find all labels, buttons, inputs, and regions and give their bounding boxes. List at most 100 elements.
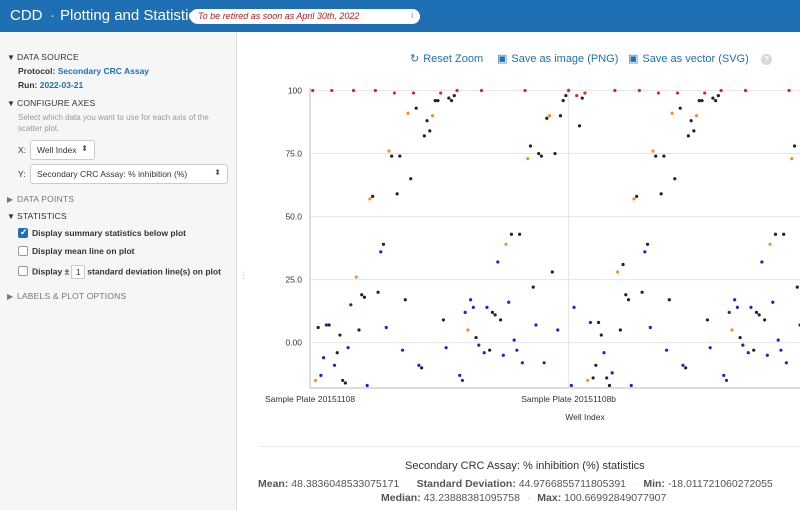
summary-stats-option[interactable]: Display summary statistics below plot: [18, 227, 186, 239]
x-axis-label: X:: [18, 145, 27, 155]
top-bar: CDD · Plotting and Statistics To be reti…: [0, 0, 800, 32]
median-label: Median:: [381, 492, 421, 504]
expanded-triangle-icon: ▼: [7, 212, 16, 221]
app-brand[interactable]: CDD: [10, 7, 43, 24]
data-point: [564, 93, 568, 98]
data-point: [403, 298, 407, 302]
summary-stats-checkbox[interactable]: [18, 227, 28, 238]
data-point: [528, 144, 533, 148]
run-link[interactable]: 2022-03-21: [39, 80, 84, 90]
data-point: [488, 348, 492, 352]
data-point: [784, 361, 788, 365]
section-configure-axes[interactable]: ▼ CONFIGURE AXES: [7, 98, 95, 108]
expanded-triangle-icon: ▼: [7, 53, 16, 62]
data-point: [675, 91, 680, 95]
y-tick-label: 0.00: [285, 338, 302, 348]
data-point: [436, 99, 440, 103]
data-point: [341, 378, 345, 383]
x-axis-title: Well Index: [565, 412, 605, 422]
sd-lines-checkbox[interactable]: [18, 266, 28, 276]
data-point: [689, 119, 693, 123]
data-point: [526, 156, 530, 161]
data-point: [515, 348, 519, 352]
data-point: [787, 88, 791, 93]
section-configure-axes-label: CONFIGURE AXES: [17, 98, 96, 108]
data-point: [351, 88, 356, 93]
reset-zoom-button[interactable]: ↻ Reset Zoom: [410, 52, 483, 65]
data-point: [539, 154, 543, 158]
data-point: [537, 151, 541, 156]
data-point: [490, 310, 494, 314]
data-point: [469, 298, 473, 302]
data-point: [362, 295, 367, 299]
data-point: [477, 343, 481, 347]
data-point: [684, 366, 688, 370]
info-icon[interactable]: i: [411, 11, 413, 20]
data-point: [458, 373, 462, 377]
data-point: [749, 305, 753, 309]
data-point: [346, 346, 350, 350]
stats-row-1: Mean: 48.3836048533075171 · Standard Dev…: [258, 478, 773, 490]
y-tick-label: 50.0: [285, 212, 302, 222]
data-point: [591, 376, 595, 380]
data-point: [768, 242, 772, 246]
data-point: [332, 363, 337, 367]
section-data-points[interactable]: ▶ DATA POINTS: [7, 194, 74, 204]
reset-zoom-label: Reset Zoom: [423, 53, 484, 65]
stats-separator: ·: [632, 478, 637, 490]
sd-lines-option[interactable]: Display ±1 standard deviation line(s) on …: [18, 265, 221, 279]
section-data-source[interactable]: ▼ DATA SOURCE: [7, 52, 79, 62]
section-labels-plot-options-label: LABELS & PLOT OPTIONS: [17, 291, 127, 301]
x-tick-label: Sample Plate 20151108b: [521, 394, 616, 404]
data-point: [714, 99, 718, 103]
data-point: [439, 91, 443, 95]
data-point: [441, 318, 445, 322]
data-point: [338, 333, 342, 337]
mean-label: Mean:: [258, 478, 289, 490]
stats-row-2: Median: 43.23888381095758 · Max: 100.669…: [381, 492, 666, 504]
data-point: [569, 383, 573, 388]
resize-grip-icon[interactable]: ⋮: [239, 270, 248, 280]
retirement-notice: To be retired as soon as April 30th, 202…: [190, 9, 420, 24]
y-axis-select[interactable]: Secondary CRC Assay: % inhibition (%) ⬍: [30, 164, 228, 184]
data-point: [392, 91, 396, 95]
data-point: [605, 376, 609, 380]
data-point: [610, 371, 614, 375]
data-point: [482, 351, 486, 355]
data-point: [645, 242, 650, 246]
data-point: [335, 351, 339, 355]
median-value: 43.23888381095758: [423, 492, 520, 504]
data-point: [430, 114, 435, 118]
data-point: [681, 363, 685, 367]
mean-line-checkbox[interactable]: [18, 245, 28, 256]
section-labels-plot-options[interactable]: ▶ LABELS & PLOT OPTIONS: [7, 291, 126, 301]
data-point: [313, 378, 318, 383]
mean-line-option[interactable]: Display mean line on plot: [18, 245, 135, 257]
data-point: [553, 151, 557, 156]
data-point: [577, 124, 582, 128]
data-point: [697, 99, 701, 103]
data-point: [771, 300, 775, 304]
data-point: [512, 338, 516, 342]
data-point: [621, 262, 625, 267]
protocol-link[interactable]: Secondary CRC Assay: [57, 66, 150, 76]
data-point: [733, 298, 737, 302]
x-axis-select[interactable]: Well Index ⬍: [30, 140, 95, 160]
mean-line-label: Display mean line on plot: [32, 246, 135, 256]
data-point: [765, 353, 769, 357]
section-statistics[interactable]: ▼ STATISTICS: [7, 211, 67, 221]
data-point: [365, 383, 369, 388]
scatter-plot[interactable]: 100 75.0 50.0 25.0 0.00 Sample Plate 20151108…: [255, 80, 800, 430]
data-point: [542, 361, 546, 365]
data-point: [711, 96, 715, 100]
data-point: [471, 305, 475, 309]
data-point: [545, 116, 549, 120]
sd-count-input[interactable]: 1: [71, 265, 86, 279]
help-icon[interactable]: ?: [761, 54, 772, 65]
data-point: [716, 93, 720, 98]
data-point: [390, 154, 394, 158]
save-png-button[interactable]: ▣ Save as image (PNG): [497, 52, 618, 65]
select-updown-icon: ⬍: [81, 144, 88, 153]
save-svg-button[interactable]: ▣ Save as vector (SVG): [628, 52, 749, 65]
refresh-icon: ↻: [410, 53, 420, 65]
